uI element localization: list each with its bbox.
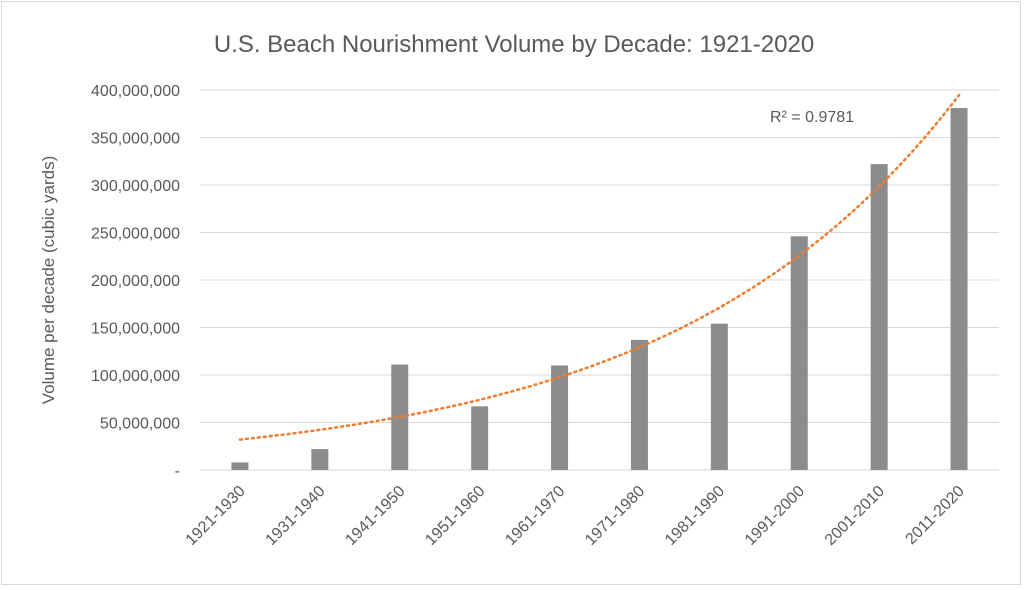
y-tick-label: 400,000,000 [91, 83, 180, 100]
y-tick-label: 150,000,000 [91, 321, 180, 338]
trendline [238, 93, 961, 441]
y-tick-label: 350,000,000 [91, 131, 180, 148]
y-tick-label: 100,000,000 [91, 368, 180, 385]
x-tick-labels: 1921-1930 1931-1940 1941-1950 1951-1960 1961… [183, 483, 968, 549]
x-tick-label: 1991-2000 [742, 483, 808, 549]
bar [710, 323, 728, 470]
y-tick-label: 50,000,000 [100, 416, 180, 433]
x-tick-label: 1941-1950 [342, 483, 408, 549]
bar [790, 236, 808, 470]
x-tick-label: 1951-1960 [422, 483, 488, 549]
x-tick-label: 1921-1930 [183, 483, 249, 549]
bar [630, 339, 648, 470]
x-tick-label: 2001-2010 [822, 483, 888, 549]
chart-title: U.S. Beach Nourishment Volume by Decade:… [214, 31, 814, 58]
bar [471, 406, 489, 470]
y-axis-label: Volume per decade (cubic yards) [39, 156, 58, 405]
bar [551, 365, 569, 470]
bar [870, 164, 888, 470]
bar [311, 449, 329, 470]
y-tick-label: - [175, 463, 180, 480]
x-tick-label: 2011-2020 [903, 483, 968, 548]
x-tick-label: 1971-1980 [582, 483, 648, 549]
y-tick-label: 200,000,000 [91, 273, 180, 290]
y-tick-label: 250,000,000 [91, 226, 180, 243]
bar [231, 462, 249, 470]
x-tick-label: 1981-1990 [662, 483, 728, 549]
x-tick-label: 1961-1970 [502, 483, 568, 549]
y-tick-labels: - 50,000,000 100,000,000 150,000,000 200,000… [91, 83, 180, 480]
x-tick-label: 1931-1940 [263, 483, 329, 549]
bar [950, 108, 968, 471]
bars [231, 108, 968, 471]
r-squared-label: R² = 0.9781 [770, 109, 854, 126]
grid [200, 89, 999, 471]
y-tick-label: 300,000,000 [91, 178, 180, 195]
